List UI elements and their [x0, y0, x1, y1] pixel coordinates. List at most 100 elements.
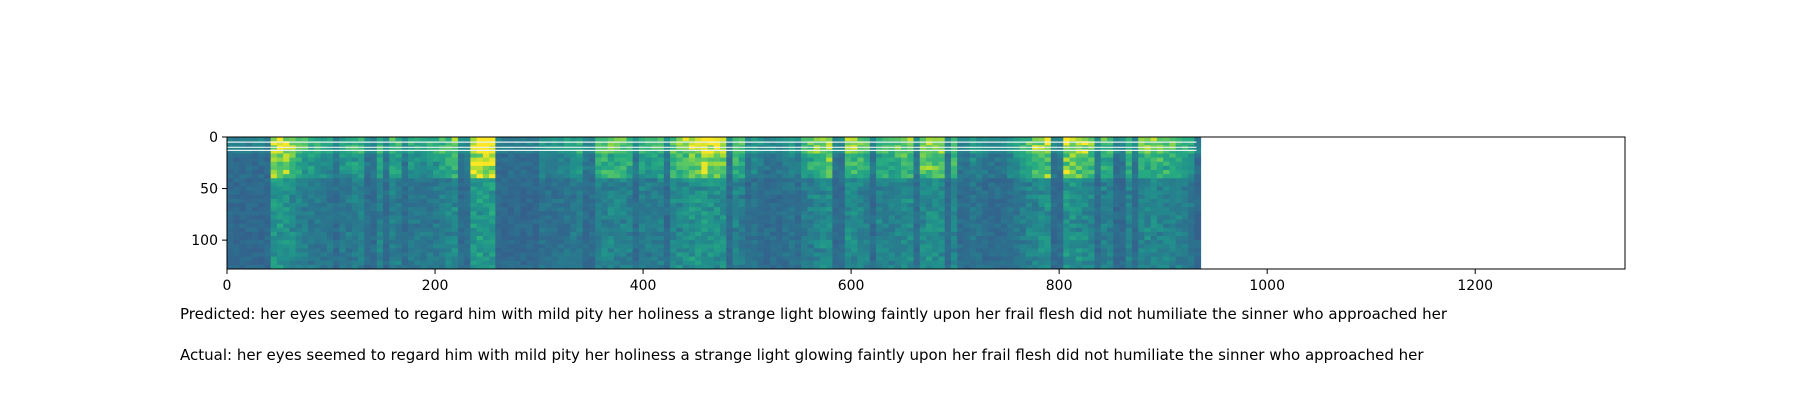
spectrogram-cell: [926, 203, 933, 208]
spectrogram-cell: [1156, 178, 1164, 183]
spectrogram-cell: [963, 137, 971, 142]
spectrogram-cell: [901, 231, 908, 237]
spectrogram-cell: [1025, 194, 1033, 200]
spectrogram-cell: [376, 170, 384, 175]
spectrogram-cell: [657, 178, 665, 183]
spectrogram-cell: [607, 194, 615, 200]
spectrogram-cell: [551, 198, 559, 204]
spectrogram-cell: [545, 264, 553, 269]
spectrogram-cell: [420, 153, 428, 159]
spectrogram-cell: [1032, 240, 1039, 245]
spectrogram-cell: [1025, 186, 1033, 192]
spectrogram-cell: [1113, 203, 1120, 208]
spectrogram-cell: [950, 211, 958, 216]
spectrogram-cell: [1082, 236, 1089, 241]
spectrogram-cell: [782, 165, 790, 171]
spectrogram-cell: [682, 186, 690, 192]
spectrogram-cell: [251, 149, 259, 154]
spectrogram-cell: [1075, 264, 1083, 269]
spectrogram-cell: [663, 240, 671, 245]
spectrogram-cell: [482, 194, 490, 200]
spectrogram-cell: [245, 227, 253, 233]
spectrogram-cell: [539, 157, 546, 163]
spectrogram-cell: [1050, 219, 1058, 225]
spectrogram-cell: [364, 215, 372, 220]
spectrogram-cell: [1038, 137, 1046, 142]
spectrogram-cell: [526, 240, 534, 245]
spectrogram-cell: [370, 165, 378, 171]
spectrogram-cell: [963, 165, 971, 171]
spectrogram-cell: [588, 137, 596, 142]
spectrogram-cell: [819, 231, 827, 237]
spectrogram-cell: [582, 231, 590, 237]
spectrogram-cell: [1025, 174, 1033, 179]
spectrogram-cell: [838, 256, 846, 262]
spectrogram-cell: [551, 194, 559, 200]
spectrogram-cell: [564, 182, 571, 187]
spectrogram-cell: [882, 256, 890, 262]
spectrogram-cell: [813, 178, 821, 183]
spectrogram-cell: [251, 165, 259, 171]
spectrogram-cell: [851, 170, 858, 175]
spectrogram-cell: [495, 244, 503, 249]
spectrogram-cell: [451, 137, 459, 142]
spectrogram-cell: [938, 198, 946, 204]
spectrogram-cell: [813, 231, 821, 237]
spectrogram-cell: [732, 165, 740, 171]
spectrogram-cell: [994, 149, 1002, 154]
spectrogram-cell: [1069, 219, 1077, 225]
spectrogram-cell: [514, 264, 521, 269]
spectrogram-cell: [295, 178, 303, 183]
spectrogram-cell: [1125, 207, 1133, 212]
spectrogram-cell: [801, 198, 808, 204]
spectrogram-cell: [576, 174, 584, 179]
spectrogram-cell: [732, 141, 740, 146]
spectrogram-cell: [632, 236, 640, 241]
spectrogram-cell: [913, 211, 921, 216]
spectrogram-cell: [364, 264, 372, 269]
spectrogram-cell: [582, 178, 590, 183]
spectrogram-cell: [520, 170, 528, 175]
spectrogram-cell: [539, 244, 546, 249]
spectrogram-cell: [389, 223, 397, 229]
spectrogram-cell: [551, 256, 559, 262]
spectrogram-cell: [950, 198, 958, 204]
spectrogram-cell: [975, 248, 983, 253]
spectrogram-cell: [395, 157, 403, 163]
spectrogram-cell: [407, 260, 415, 266]
spectrogram-cell: [1119, 219, 1127, 225]
spectrogram-cell: [539, 207, 546, 212]
spectrogram-cell: [863, 137, 871, 142]
spectrogram-cell: [1082, 182, 1089, 187]
spectrogram-cell: [414, 153, 421, 159]
spectrogram-cell: [351, 161, 359, 167]
spectrogram-cell: [695, 211, 702, 216]
spectrogram-cell: [632, 260, 640, 266]
spectrogram-cell: [414, 137, 421, 142]
spectrogram-cell: [1007, 256, 1014, 262]
spectrogram-cell: [963, 252, 971, 258]
spectrogram-cell: [638, 244, 646, 249]
spectrogram-cell: [957, 219, 964, 225]
spectrogram-cell: [676, 231, 684, 237]
spectrogram-cell: [1181, 227, 1189, 233]
spectrogram-cell: [738, 174, 746, 179]
spectrogram-cell: [913, 256, 921, 262]
spectrogram-cell: [757, 198, 765, 204]
spectrogram-cell: [445, 227, 453, 233]
spectrogram-cell: [994, 198, 1002, 204]
spectrogram-cell: [326, 223, 334, 229]
spectrogram-cell: [832, 236, 840, 241]
spectrogram-cell: [570, 190, 577, 196]
spectrogram-cell: [395, 260, 403, 266]
spectrogram-cell: [1125, 165, 1133, 171]
spectrogram-cell: [1169, 182, 1177, 187]
spectrogram-cell: [888, 141, 896, 146]
spectrogram-cell: [926, 161, 933, 167]
spectrogram-cell: [876, 248, 883, 253]
spectrogram-cell: [264, 165, 272, 171]
spectrogram-cell: [988, 203, 996, 208]
spectrogram-cell: [476, 260, 484, 266]
spectrogram-cell: [439, 219, 446, 225]
spectrogram-cell: [851, 207, 858, 212]
